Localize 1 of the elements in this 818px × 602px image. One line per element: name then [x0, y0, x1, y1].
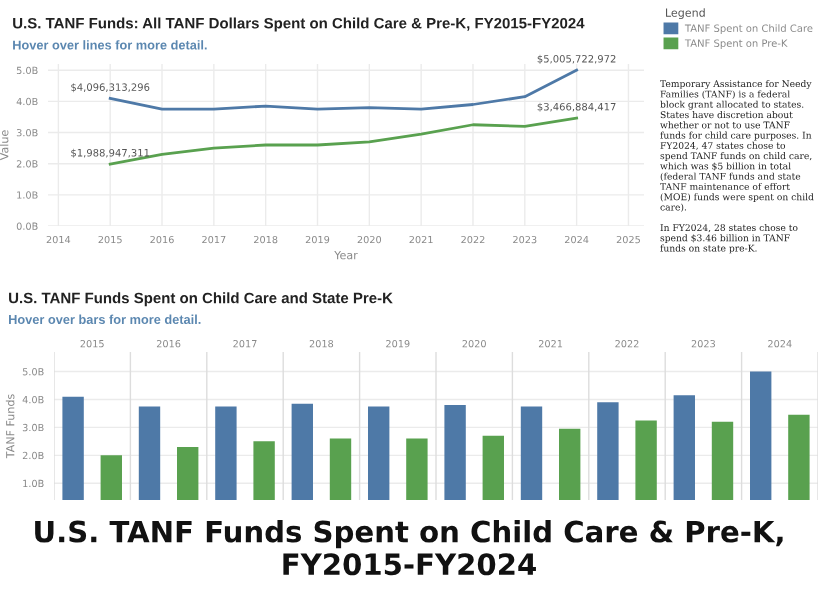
text: U.S. TANF Funds Spent on Child Care & Pre-K, FY2015-FY2024	[35, 520, 783, 576]
